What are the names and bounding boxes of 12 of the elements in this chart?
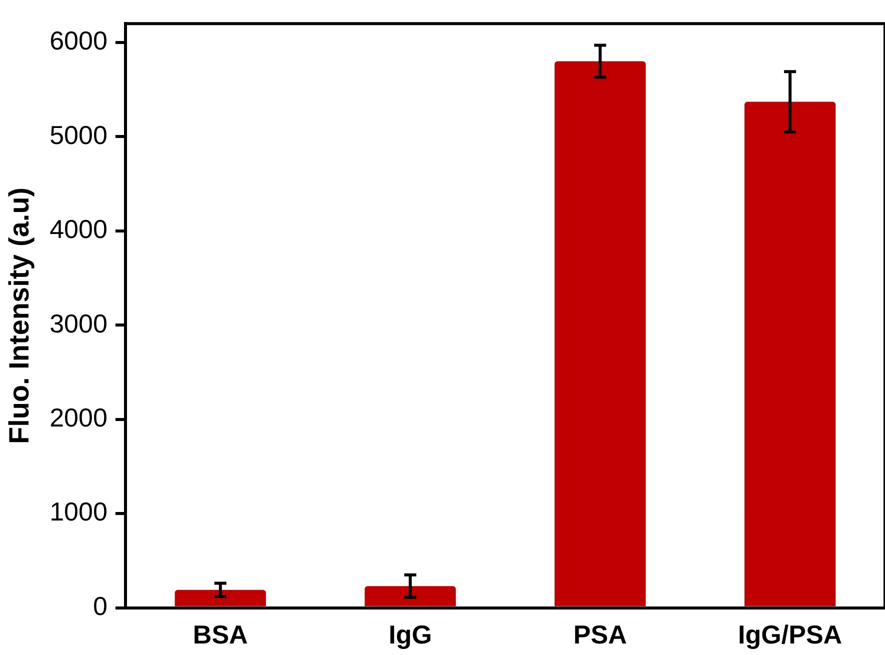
y-tick-label: 3000 [50,308,108,338]
y-tick-label: 4000 [50,214,108,244]
x-tick-label: IgG/PSA [738,620,842,650]
y-tick-label: 1000 [50,496,108,527]
x-tick-label: IgG [388,620,432,650]
x-tick-label: BSA [192,620,248,650]
y-tick-label: 6000 [50,26,108,56]
y-tick-label: 2000 [50,402,108,433]
y-tick-label: 0 [92,590,108,621]
y-tick-label: 5000 [50,120,108,150]
x-tick-label: PSA [573,620,628,650]
y-axis-title: Fluo. Intensity (a.u) [4,187,35,444]
